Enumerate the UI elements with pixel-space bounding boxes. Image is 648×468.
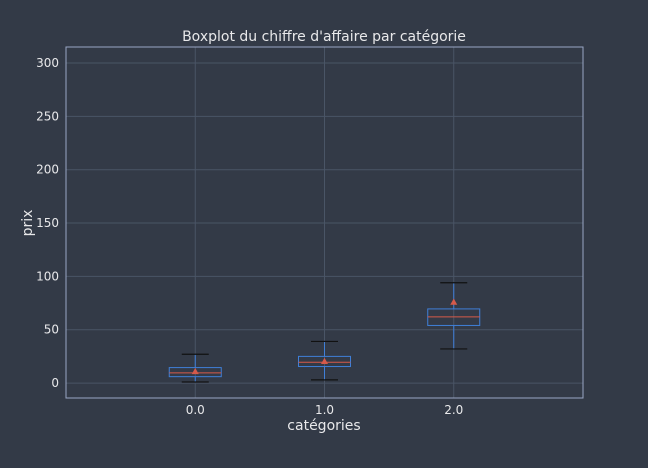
chart-title: Boxplot du chiffre d'affaire par catégor… <box>182 29 466 45</box>
box-2.0 <box>427 282 481 350</box>
box-0.0 <box>168 353 222 383</box>
y-axis-label: prix <box>20 210 36 237</box>
y-tick-label: 300 <box>36 56 59 70</box>
mean-marker <box>191 367 199 375</box>
y-tick-label: 0 <box>51 376 59 390</box>
y-tick-label: 100 <box>36 269 59 283</box>
y-axis-ticks: 0 50 100 150 200 250 300 <box>36 56 59 390</box>
y-tick-label: 250 <box>36 109 59 123</box>
x-tick-label: 0.0 <box>186 403 205 417</box>
plot-frame <box>65 46 584 399</box>
x-axis-label: catégories <box>287 418 360 434</box>
iqr-box <box>168 367 222 378</box>
x-tick-label: 1.0 <box>315 403 334 417</box>
y-tick-label: 150 <box>36 216 59 230</box>
mean-marker <box>321 357 328 364</box>
x-tick-label: 2.0 <box>444 403 463 417</box>
boxplot-series <box>168 282 481 383</box>
box-1.0 <box>298 340 351 381</box>
mean-marker <box>450 298 458 305</box>
x-axis-ticks: 0.0 1.0 2.0 <box>186 403 464 417</box>
y-tick-label: 50 <box>44 323 59 337</box>
iqr-box <box>298 355 351 368</box>
y-tick-label: 200 <box>36 163 59 177</box>
